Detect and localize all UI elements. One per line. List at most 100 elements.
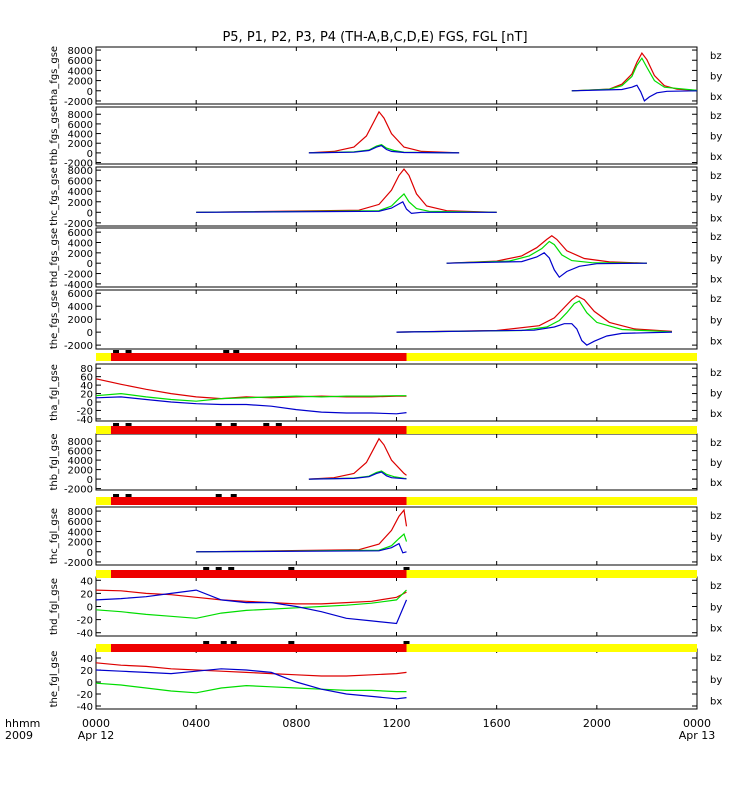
panel-frame xyxy=(95,363,698,422)
legend-by: by xyxy=(710,602,722,613)
status-bar-red xyxy=(111,644,407,652)
status-bar-mark xyxy=(288,641,295,644)
panel-frame xyxy=(95,46,698,105)
x-tick-label: 2000 xyxy=(583,717,611,730)
x-tick-label: 1600 xyxy=(483,717,511,730)
legend-bx: bx xyxy=(710,697,722,708)
series-bx-line xyxy=(308,471,407,480)
y-tick-label: 0 xyxy=(87,603,93,614)
panel-frame xyxy=(95,227,698,288)
y-tick-label: -20 xyxy=(77,690,93,701)
panel-ylabel: thb_fgs_gse xyxy=(49,106,60,165)
panel-the_fgs_gse: -2000 0 2000 4000 6000 the_fgs_gse bz by bx xyxy=(49,289,722,352)
y-tick-label: 0 xyxy=(87,548,93,559)
x-tick-label: 0800 xyxy=(282,717,310,730)
legend-bz: bz xyxy=(710,51,722,62)
series-by-line xyxy=(396,300,673,333)
y-tick-label: -20 xyxy=(77,616,93,627)
y-tick-label: -40 xyxy=(77,702,93,713)
panel-frame xyxy=(95,648,698,710)
y-tick-label: 6000 xyxy=(68,447,93,458)
status-bar-red xyxy=(111,497,407,505)
status-bar-mark xyxy=(203,641,210,644)
y-tick-label: 0 xyxy=(87,149,93,160)
legend-by: by xyxy=(710,458,722,469)
legend-bz: bz xyxy=(710,438,722,449)
status-bar-red xyxy=(111,570,407,578)
legend-bz: bz xyxy=(710,171,722,182)
status-bar-mark xyxy=(223,350,230,353)
x-tick-label: 0000 xyxy=(683,717,711,730)
status-bar-mark xyxy=(215,494,222,497)
panel-ylabel: thc_fgl_gse xyxy=(49,508,60,564)
panel-ylabel: the_fgs_gse xyxy=(49,290,60,349)
status-bar-mark xyxy=(125,350,132,353)
y-tick-label: 0 xyxy=(87,208,93,219)
y-tick-label: -2000 xyxy=(64,219,93,230)
status-bar-mark xyxy=(113,494,120,497)
status-bar-mark xyxy=(263,423,270,426)
y-tick-label: 4000 xyxy=(68,130,93,141)
panel-ylabel: tha_fgs_gse xyxy=(49,46,60,105)
status-bar xyxy=(96,567,697,578)
status-bar-red xyxy=(111,426,407,434)
y-tick-label: -2000 xyxy=(64,558,93,569)
y-tick-label: -2000 xyxy=(64,270,93,281)
legend-bz: bz xyxy=(710,111,722,122)
panel-frame xyxy=(95,106,698,165)
y-tick-label: 20 xyxy=(80,666,93,677)
y-tick-label: 80 xyxy=(80,364,93,375)
y-tick-label: 40 xyxy=(80,654,93,665)
legend-by: by xyxy=(710,253,722,264)
series-bx-line xyxy=(446,252,647,279)
y-tick-label: 8000 xyxy=(68,437,93,448)
series-bz-line xyxy=(308,110,460,154)
panel-frame xyxy=(95,166,698,227)
panel-frame xyxy=(95,576,698,637)
y-tick-label: 0 xyxy=(87,678,93,689)
legend-by: by xyxy=(710,315,722,326)
y-tick-label: 4000 xyxy=(68,187,93,198)
status-bar-mark xyxy=(215,567,222,570)
panel-thd_fgl_gse: -40 -20 0 20 40 thd_fgl_gse bz by bx xyxy=(49,576,722,639)
series-bx-line xyxy=(196,542,407,554)
status-bar xyxy=(96,350,697,361)
y-tick-label: 20 xyxy=(80,390,93,401)
legend-bx: bx xyxy=(710,409,722,420)
y-tick-label: -2000 xyxy=(64,485,93,496)
x-tick-label: 0400 xyxy=(182,717,210,730)
y-tick-label: 0 xyxy=(87,398,93,409)
status-bar-mark xyxy=(288,567,295,570)
panel-ylabel: thd_fgl_gse xyxy=(49,578,60,635)
legend-bz: bz xyxy=(710,511,722,522)
y-tick-label: 2000 xyxy=(68,315,93,326)
series-bz-line xyxy=(95,589,407,605)
y-tick-label: 4000 xyxy=(68,527,93,538)
legend-bx: bx xyxy=(710,275,722,286)
status-bar-mark xyxy=(220,641,227,644)
legend-bx: bx xyxy=(710,152,722,163)
legend-by: by xyxy=(710,532,722,543)
y-tick-label: 0 xyxy=(87,328,93,339)
y-tick-label: 2000 xyxy=(68,139,93,150)
legend-bz: bz xyxy=(710,653,722,664)
status-bar xyxy=(96,641,697,652)
y-tick-label: -2000 xyxy=(64,97,93,108)
series-bz-line xyxy=(196,508,408,553)
series-bz-line xyxy=(196,168,497,213)
series-by-line xyxy=(95,682,407,694)
series-by-line xyxy=(196,192,497,213)
series-by-line xyxy=(446,240,647,264)
panel-ylabel: the_fgl_gse xyxy=(49,651,60,708)
legend-bz: bz xyxy=(710,368,722,379)
panel-ylabel: thc_fgs_gse xyxy=(49,167,60,226)
y-tick-label: 60 xyxy=(80,373,93,384)
series-bx-line xyxy=(308,144,460,154)
series-bx-line xyxy=(95,668,407,700)
